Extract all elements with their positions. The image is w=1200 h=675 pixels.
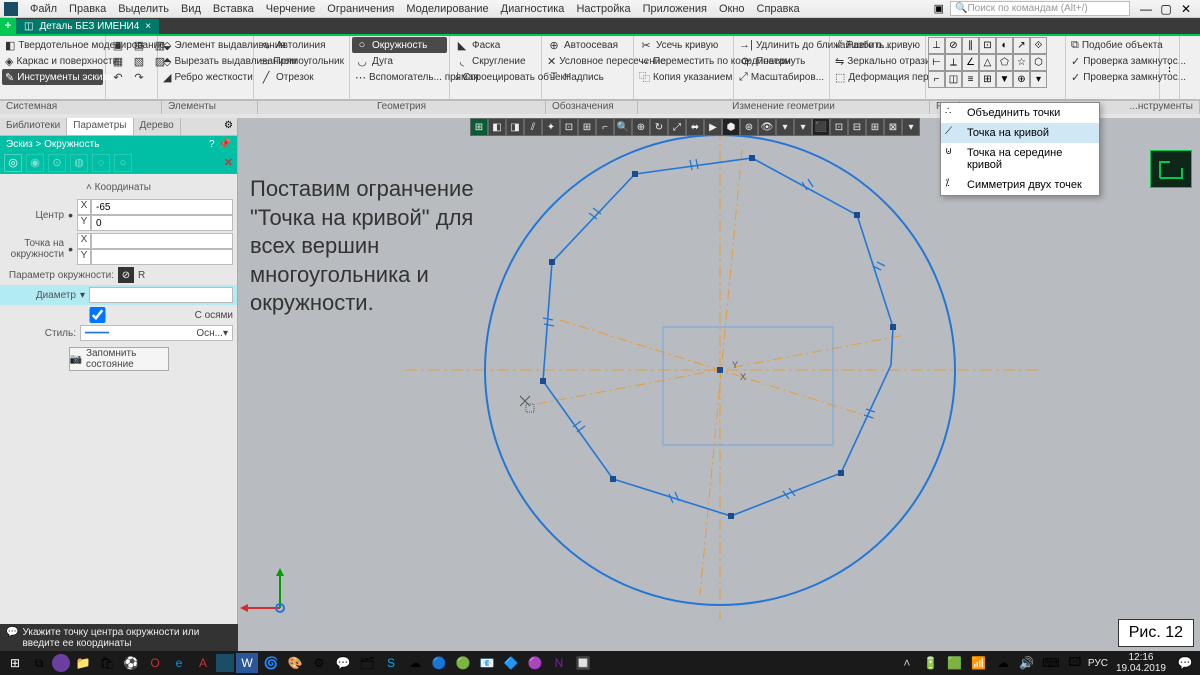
deform[interactable]: ⬚Деформация перемещением [832,69,923,85]
menu-apps[interactable]: Приложения [637,3,713,15]
lang-indicator[interactable]: РУС [1088,653,1108,673]
layout-icon[interactable]: ▣ [934,2,944,15]
extend[interactable]: →|Удлинить до ближайшего о... [736,37,827,53]
menu-file[interactable]: Файл [24,3,63,15]
notifications-icon[interactable]: 💬 [1174,653,1196,673]
gear-icon[interactable]: ⚙ [220,118,237,135]
coords-section: ˄ Координаты [4,178,233,197]
tab-tree[interactable]: Дерево [134,118,181,135]
tab-libraries[interactable]: Библиотеки [0,118,67,135]
text-tool[interactable]: TНадпись [544,69,631,85]
move-coord[interactable]: ↔Переместить по координатам [636,53,731,69]
menu-view[interactable]: Вид [175,3,207,15]
instruction-text: Поставим огранчение "Точка на кривой" дл… [250,175,510,318]
svg-text:X: X [740,372,746,382]
new-tab-button[interactable]: + [0,18,16,34]
context-menu: ∴Объединить точки ⟋Точка на кривой ⊍Точк… [940,102,1100,196]
menu-diag[interactable]: Диагностика [495,3,571,15]
circle-var1[interactable]: ◎ [4,154,22,172]
menu-bar: Файл Правка Выделить Вид Вставка Черчени… [0,0,1200,18]
minimize-button[interactable]: — [1137,2,1155,16]
tab-parameters[interactable]: Параметры [67,118,133,135]
autoline[interactable]: ∿Автолиния [256,37,347,53]
app-logo [4,2,18,16]
cut-extrude[interactable]: ⬘Вырезать выдавливанием [160,53,251,69]
check-closed[interactable]: ✓Проверка замкнутос... [1068,53,1157,69]
breadcrumb: Эскиз > Окружность ?📌 [0,136,237,152]
wireframe[interactable]: ◈Каркас и поверхности [2,53,103,69]
menu-help[interactable]: Справка [751,3,806,15]
solid-modeling[interactable]: ◧Твердотельное моделирование [2,37,103,53]
help-icon[interactable]: ? [209,139,215,150]
menu-edit[interactable]: Правка [63,3,112,15]
cond-intersect[interactable]: ✕Условное пересечение [544,53,631,69]
sketch-tools[interactable]: ✎Инструменты эскиза [2,69,103,85]
tool-variants: ◎ ◉ ⊙ ◍ ◌ ○ ✕ [0,152,237,174]
offset[interactable]: ⧉Подобие объекта [1068,37,1157,53]
axes-checkbox[interactable] [4,307,191,323]
tray-up[interactable]: ˄ [896,653,918,673]
ribbon: ◧Твердотельное моделирование ◈Каркас и п… [0,36,1200,100]
cube-icon: ◫ [24,21,33,32]
document-tabs: + ◫ Деталь БЕЗ ИМЕНИ4 × [0,18,1200,36]
menu-draw[interactable]: Черчение [260,3,322,15]
sidebar-tabs: Библиотеки Параметры Дерево ⚙ [0,118,237,136]
mirror[interactable]: ⇋Зеркально отразить [832,53,923,69]
taskview-icon[interactable]: ⧉ [28,653,50,673]
pt-y-input[interactable] [91,249,233,265]
fillet[interactable]: ◟Скругление [452,53,539,69]
scale[interactable]: ⤢Масштабиров... [736,69,827,85]
close-button[interactable]: ✕ [1177,2,1195,16]
rectangle[interactable]: ▭Прямоугольник [256,53,347,69]
sketch-mode-button[interactable] [1150,150,1192,188]
pt-x-input[interactable] [91,233,233,249]
menu-select[interactable]: Выделить [112,3,175,15]
circle-tool[interactable]: ○Окружность [352,37,447,53]
command-search[interactable]: 🔍 Поиск по командам (Alt+/) [950,1,1130,16]
start-button[interactable]: ⊞ [4,653,26,673]
document-tab[interactable]: ◫ Деталь БЕЗ ИМЕНИ4 × [16,19,159,34]
arc-tool[interactable]: ◡Дуга [352,53,447,69]
split[interactable]: ⫽Разбить кривую [832,37,923,53]
ctx-symmetry[interactable]: ⁒Симметрия двух точек [941,175,1099,195]
project[interactable]: ⤓Спроецировать объект [452,69,539,85]
aux-line[interactable]: ⋯Вспомогатель... прямая [352,69,447,85]
trim[interactable]: ✂Усечь кривую [636,37,731,53]
maximize-button[interactable]: ▢ [1157,2,1175,16]
center-x-input[interactable] [91,199,233,215]
status-message: 💬 Укажите точку центра окружности или вв… [0,624,238,652]
ctx-point-midcurve[interactable]: ⊍Точка на середине кривой [941,143,1099,175]
segment[interactable]: ╱Отрезок [256,69,347,85]
chamfer[interactable]: ◣Фаска [452,37,539,53]
ctx-point-on-curve[interactable]: ⟋Точка на кривой [941,123,1099,143]
menu-window[interactable]: Окно [713,3,751,15]
check-closed2[interactable]: ✓Проверка замкнутос... [1068,69,1157,85]
menu-constraints[interactable]: Ограничения [321,3,400,15]
auto-axis[interactable]: ⊕Автоосевая [544,37,631,53]
rb-a1[interactable]: ▣ [108,37,128,53]
close-tool-icon[interactable]: ✕ [224,156,233,169]
rotate[interactable]: ⟳Повернуть [736,53,827,69]
properties-panel: Библиотеки Параметры Дерево ⚙ Эскиз > Ок… [0,118,238,652]
tab-close-button[interactable]: × [145,21,151,32]
remember-state-button[interactable]: 📷 Запомнить состояние [69,347,169,371]
chat-icon: 💬 [6,627,18,649]
diameter-input[interactable] [89,287,233,303]
center-y-input[interactable] [91,215,233,231]
clock[interactable]: 12:1619.04.2019 [1110,652,1172,674]
figure-label: Рис. 12 [1118,619,1194,647]
style-select[interactable]: ━━━━ Осн... ▾ [80,325,233,341]
view-toolbar: ⊞ ◧◨ ⫽✦ ⊡⊞ ⌐🔍 ⊕↻ ⤢⬌ ▶ ⬢ ⊛👁 ▾▾ ⬛ ⊡⊟ ⊞⊠ ▾ [470,118,920,136]
svg-text:Y: Y [732,360,738,370]
pin-icon[interactable]: 📌 [219,139,231,150]
menu-modeling[interactable]: Моделирование [400,3,494,15]
taskbar: ⊞ ⧉ 📁 🛍 ⚽ O e A W 🌀 🎨 ⚙ 💬 🗂 S ☁ 🔵 🟢 📧 🔷 … [0,651,1200,675]
copy-pick[interactable]: ⿻Копия указанием [636,69,731,85]
menu-settings[interactable]: Настройка [570,3,636,15]
extrude[interactable]: ⬙Элемент выдавливания [160,37,251,53]
menu-insert[interactable]: Вставка [207,3,260,15]
rib[interactable]: ◢Ребро жесткости [160,69,251,85]
ctx-merge-points[interactable]: ∴Объединить точки [941,103,1099,123]
